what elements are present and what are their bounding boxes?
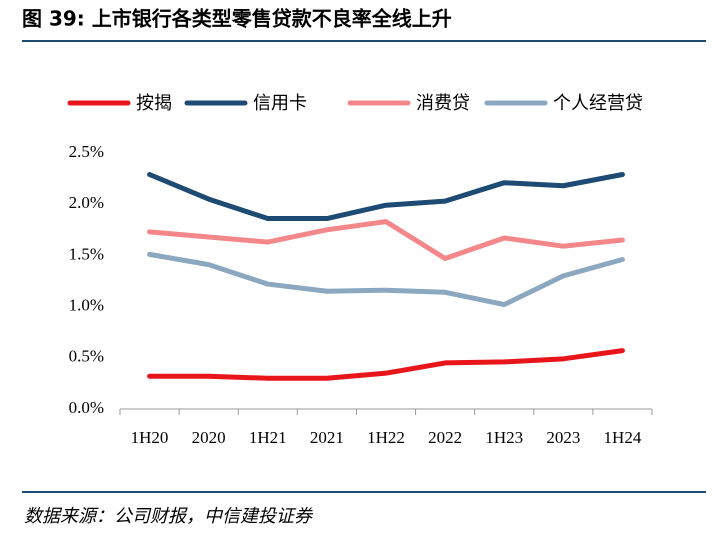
x-tick-label: 2021 xyxy=(310,428,344,447)
series-line xyxy=(147,348,625,381)
y-tick-label: 2.0% xyxy=(69,193,104,212)
source-note: 数据来源：公司财报，中信建投证券 xyxy=(24,506,314,527)
x-tick-label: 1H21 xyxy=(249,428,287,447)
series-line xyxy=(147,219,625,261)
series-line xyxy=(147,251,625,308)
x-tick-label: 1H22 xyxy=(367,428,405,447)
y-tick-label: 0.5% xyxy=(69,347,104,366)
y-tick-label: 1.5% xyxy=(69,244,104,263)
x-tick-label: 1H20 xyxy=(131,428,169,447)
legend-label: 个人经营贷 xyxy=(553,93,643,114)
x-tick-label: 2022 xyxy=(428,428,462,447)
y-tick-label: 2.5% xyxy=(69,142,104,161)
x-tick-label: 1H24 xyxy=(604,428,642,447)
y-tick-label: 1.0% xyxy=(69,296,104,315)
legend-label: 消费贷 xyxy=(416,93,470,114)
legend-label: 按揭 xyxy=(136,93,172,114)
x-tick-label: 1H23 xyxy=(485,428,523,447)
chart-title: 图 39: 上市银行各类型零售贷款不良率全线上升 xyxy=(22,7,452,31)
legend-label: 信用卡 xyxy=(253,93,307,114)
x-tick-label: 2023 xyxy=(546,428,580,447)
x-tick-label: 2020 xyxy=(192,428,226,447)
y-tick-label: 0.0% xyxy=(69,398,104,417)
series-line xyxy=(147,172,625,222)
